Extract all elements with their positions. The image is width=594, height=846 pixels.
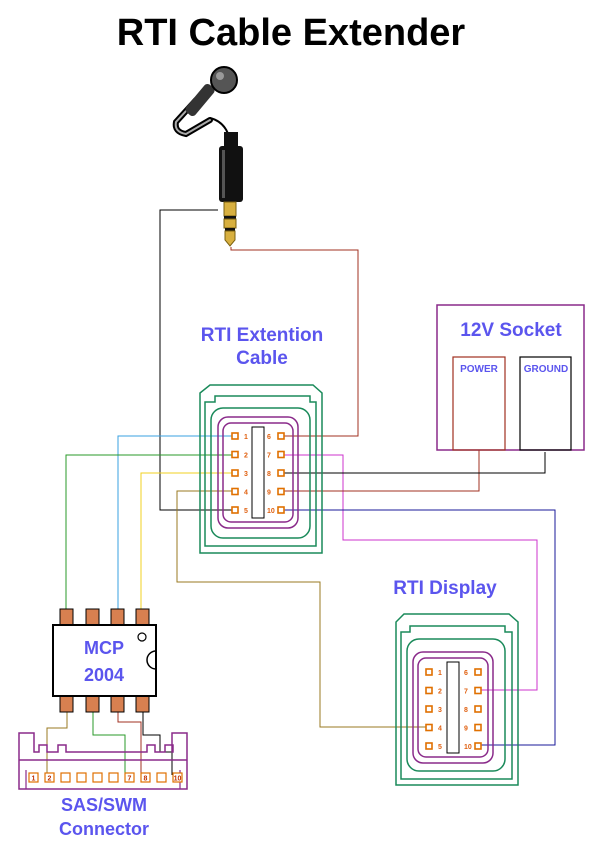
display-pins: 1 2 3 4 5 6 7 8 9 10 <box>425 668 482 751</box>
wire-black-sas <box>142 712 173 775</box>
wire-green-sas <box>92 712 126 775</box>
display-pin-label: 8 <box>464 707 468 714</box>
sas-pins: 1 2 7 8 10 <box>28 772 183 783</box>
extension-pin-8 <box>277 469 285 477</box>
sas-pin-box <box>28 772 39 783</box>
wire-brown-jack <box>230 247 359 437</box>
sas-pin-label: 2 <box>48 776 52 783</box>
extension-pin-1 <box>231 432 239 440</box>
sas-pin-label: 7 <box>128 776 132 783</box>
extension-pin-label: 7 <box>267 453 271 460</box>
extension-cable-label-line2: Cable <box>236 348 288 369</box>
display-pin-8 <box>474 705 482 713</box>
extension-cable-connector <box>199 384 323 554</box>
page-title: RTI Cable Extender <box>117 12 466 54</box>
wire-olive-sas <box>46 712 68 775</box>
sas-pin-label: 8 <box>144 776 148 783</box>
sas-pin-box <box>140 772 151 783</box>
sas-pin-label: 1 <box>32 776 36 783</box>
display-pin-3 <box>425 705 433 713</box>
extension-pin-7 <box>277 450 285 459</box>
display-pin-10 <box>474 742 482 750</box>
display-pin-label: 10 <box>464 744 472 751</box>
extension-pin-2 <box>231 450 239 459</box>
sas-label-line1: SAS/SWM <box>61 795 147 815</box>
display-pin-label: 5 <box>438 744 442 751</box>
display-pin-label: 7 <box>464 689 468 696</box>
wire-yellow <box>140 472 232 612</box>
display-pin-label: 2 <box>438 689 442 696</box>
wire-black-ground <box>284 452 546 474</box>
extension-pin-label: 2 <box>244 453 248 460</box>
sas-label-line2: Connector <box>59 819 149 839</box>
display-pin-4 <box>425 723 433 732</box>
socket-ground-terminal <box>519 356 572 451</box>
sas-pin-box <box>60 772 71 783</box>
display-pin-label: 4 <box>438 726 442 733</box>
mcp-chip: MCP 2004 <box>52 608 157 713</box>
display-pin-label: 9 <box>464 726 468 733</box>
display-pin-2 <box>425 686 433 695</box>
display-connector <box>395 613 519 786</box>
wire-black-jack <box>159 209 232 511</box>
display-pin-label: 1 <box>438 670 442 677</box>
extension-pin-label: 4 <box>244 490 248 497</box>
wire-magenta <box>284 454 538 691</box>
sas-pin-box <box>92 772 103 783</box>
display-pin-label: 3 <box>438 707 442 714</box>
display-pin-7 <box>474 686 482 695</box>
extension-pin-4 <box>231 487 239 496</box>
wire-green <box>65 454 232 612</box>
socket-ground-label: GROUND <box>524 364 568 375</box>
extension-pin-label: 8 <box>267 471 271 478</box>
sas-pin-label: 10 <box>174 776 182 783</box>
wire-brown-power <box>284 450 480 492</box>
display-pin-1 <box>425 668 433 676</box>
display-label: RTI Display <box>393 578 497 599</box>
wire-brown-sas <box>117 712 142 775</box>
extension-pin-6 <box>277 432 285 440</box>
socket-title: 12V Socket <box>460 320 562 341</box>
socket-power-terminal <box>452 356 506 451</box>
display-pin-5 <box>425 742 433 750</box>
extension-pin-label: 5 <box>244 508 248 515</box>
extension-pin-label: 6 <box>267 434 271 441</box>
audio-jack-icon <box>219 132 243 247</box>
extension-pin-10 <box>277 506 285 514</box>
sas-pin-box <box>124 772 135 783</box>
wire-navy <box>284 509 556 746</box>
mcp-label-line2: 2004 <box>84 665 124 685</box>
extension-pin-9 <box>277 487 285 496</box>
extension-pin-label: 3 <box>244 471 248 478</box>
sas-pin-box <box>44 772 55 783</box>
display-pin-6 <box>474 668 482 676</box>
display-pin-label: 6 <box>464 670 468 677</box>
sas-pin-box <box>76 772 87 783</box>
sas-pin-box <box>108 772 119 783</box>
mcp-label-line1: MCP <box>84 638 124 658</box>
sas-pin-box <box>172 772 183 783</box>
extension-pin-5 <box>231 506 239 514</box>
sas-pin-box <box>156 772 167 783</box>
microphone-icon <box>172 66 238 141</box>
12v-socket: 12V Socket POWER GROUND <box>436 304 585 451</box>
socket-power-label: POWER <box>460 364 499 375</box>
wire-olive <box>176 490 432 728</box>
extension-pin-3 <box>231 469 239 477</box>
extension-pin-label: 9 <box>267 490 271 497</box>
wire-blue <box>117 435 232 612</box>
wires <box>46 209 556 775</box>
extension-pin-label: 10 <box>267 508 275 515</box>
extension-pin-label: 1 <box>244 434 248 441</box>
extension-cable-label-line1: RTI Extention <box>201 325 323 346</box>
extension-cable-pins: 1 2 3 4 5 6 7 8 9 10 <box>231 432 285 515</box>
display-pin-9 <box>474 723 482 732</box>
